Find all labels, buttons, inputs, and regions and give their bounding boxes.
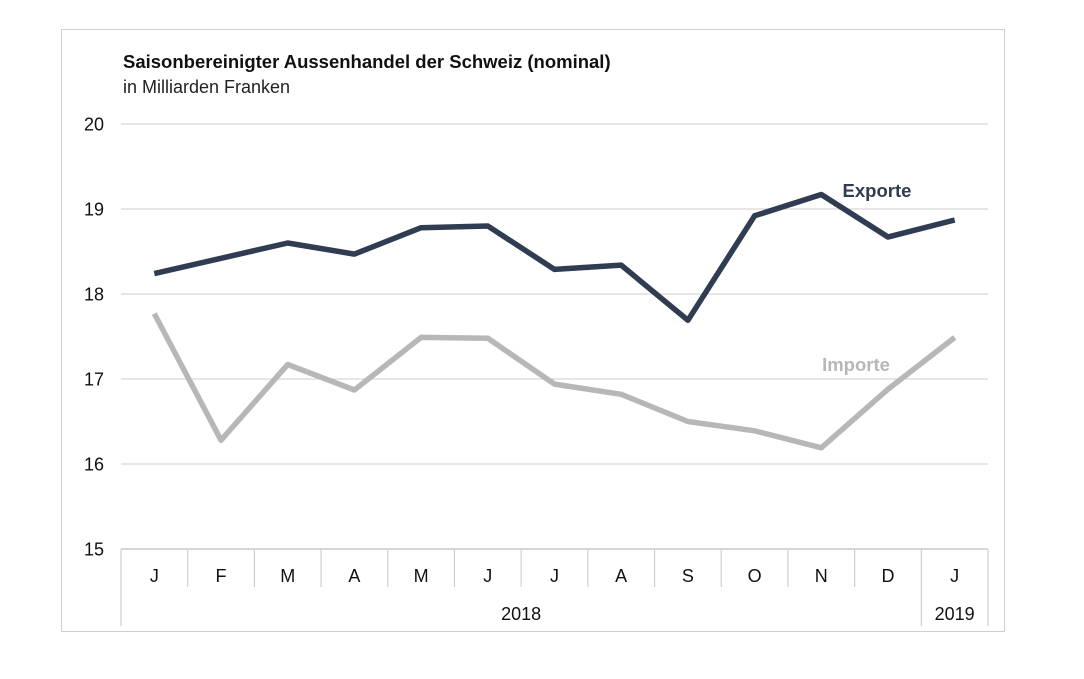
series-label-importe: Importe (822, 354, 890, 375)
x-tick-label-0: J (150, 566, 159, 586)
series-line-importe (151, 312, 957, 451)
x-tick-label-9: O (748, 566, 762, 586)
chart-subtitle: in Milliarden Franken (123, 77, 291, 97)
x-tick-label-2: M (280, 566, 295, 586)
chart-title: Saisonbereinigter Aussenhandel der Schwe… (123, 51, 611, 72)
chart-frame (61, 29, 1005, 632)
x-tick-label-7: A (615, 566, 627, 586)
y-tick-label-19: 19 (84, 200, 104, 220)
x-tick-label-8: S (682, 566, 694, 586)
year-label-2018: 2018 (501, 604, 541, 624)
x-tick-label-5: J (483, 566, 492, 586)
year-label-2019: 2019 (935, 604, 975, 624)
y-tick-label-18: 18 (84, 285, 104, 305)
y-tick-label-16: 16 (84, 455, 104, 475)
series-label-exporte: Exporte (843, 180, 912, 201)
x-tick-label-10: N (815, 566, 828, 586)
x-tick-label-12: J (950, 566, 959, 586)
x-tick-label-4: M (414, 566, 429, 586)
x-tick-label-3: A (348, 566, 360, 586)
y-tick-label-15: 15 (84, 540, 104, 560)
y-tick-label-20: 20 (84, 115, 104, 135)
series-line-exporte (153, 191, 956, 324)
x-tick-label-11: D (881, 566, 894, 586)
y-tick-label-17: 17 (84, 370, 104, 390)
x-tick-label-1: F (216, 566, 227, 586)
x-tick-label-6: J (550, 566, 559, 586)
